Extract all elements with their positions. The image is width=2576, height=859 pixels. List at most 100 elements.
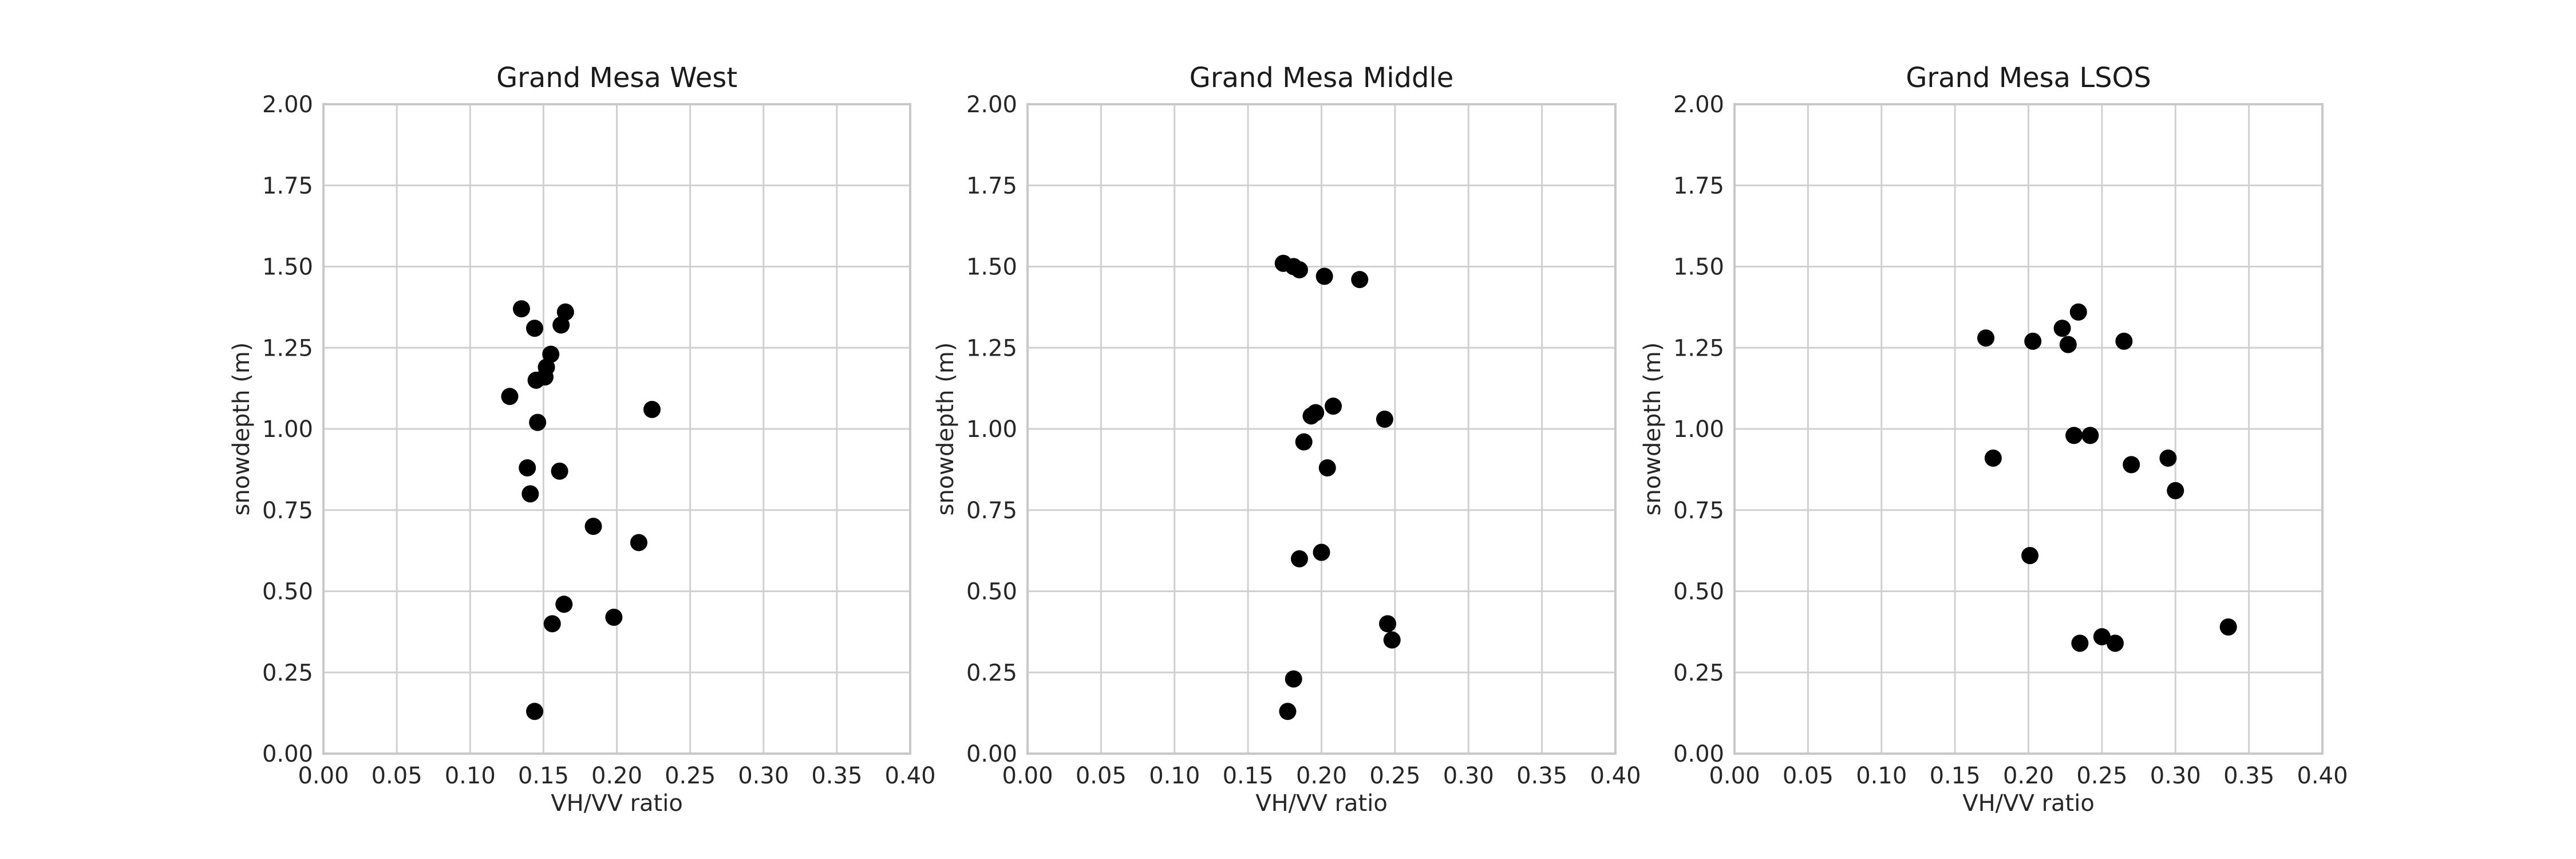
data-point bbox=[552, 316, 570, 334]
y-tick-label: 0.00 bbox=[966, 741, 1017, 767]
y-tick-label: 2.00 bbox=[966, 92, 1017, 118]
chart-panel-2: 0.00 0.05 0.10 0.15 0.20 0.25 0.30 0.35 0.40 0.00… bbox=[933, 62, 1641, 817]
data-point bbox=[2167, 482, 2184, 499]
data-point bbox=[2071, 635, 2089, 652]
y-tick-label: 0.00 bbox=[262, 741, 313, 767]
y-axis-label: snowdepth (m) bbox=[228, 342, 255, 516]
chart-panel-1: 0.00 0.05 0.10 0.15 0.20 0.25 0.30 0.35 0.40 0.00… bbox=[228, 62, 936, 817]
y-tick-label: 0.50 bbox=[966, 579, 1017, 605]
data-point bbox=[2115, 332, 2133, 350]
data-point bbox=[2024, 332, 2042, 350]
y-tick-label: 1.00 bbox=[966, 416, 1017, 443]
y-tick-label: 0.50 bbox=[262, 579, 313, 605]
data-point bbox=[519, 459, 536, 477]
y-axis-label: snowdepth (m) bbox=[933, 342, 959, 516]
x-tick-label: 0.30 bbox=[1443, 763, 1494, 789]
data-point bbox=[2053, 320, 2071, 337]
x-tick-label: 0.25 bbox=[1369, 763, 1420, 789]
y-tick-label: 1.75 bbox=[966, 173, 1017, 199]
x-tick-label: 0.20 bbox=[591, 763, 642, 789]
data-point bbox=[2219, 618, 2237, 636]
data-point bbox=[527, 371, 545, 389]
data-point bbox=[1302, 407, 1320, 425]
data-point bbox=[605, 608, 623, 626]
x-tick-label: 0.10 bbox=[445, 763, 496, 789]
y-axis-label: snowdepth (m) bbox=[1639, 342, 1666, 516]
data-point bbox=[1376, 410, 1393, 428]
x-tick-label: 0.30 bbox=[738, 763, 789, 789]
x-tick-label: 0.35 bbox=[1516, 763, 1567, 789]
x-tick-label: 0.15 bbox=[1223, 763, 1274, 789]
x-tick-label: 0.10 bbox=[1149, 763, 1200, 789]
y-tick-label: 1.50 bbox=[262, 254, 313, 281]
data-point bbox=[1325, 397, 1342, 415]
x-tick-label: 0.20 bbox=[1296, 763, 1347, 789]
x-tick-label: 0.25 bbox=[2076, 763, 2127, 789]
y-tick-label: 0.75 bbox=[1673, 498, 1724, 524]
y-tick-label: 0.75 bbox=[966, 498, 1017, 524]
y-tick-label: 1.00 bbox=[262, 416, 313, 443]
data-point bbox=[1351, 271, 1369, 289]
chart-title: Grand Mesa West bbox=[496, 62, 737, 94]
y-tick-label: 0.00 bbox=[1673, 741, 1724, 767]
data-point bbox=[1379, 615, 1397, 633]
y-tick-label: 0.25 bbox=[262, 660, 313, 686]
y-tick-label: 0.50 bbox=[1673, 579, 1724, 605]
data-point bbox=[1285, 670, 1302, 688]
y-tick-label: 1.75 bbox=[262, 173, 313, 199]
y-tick-label: 1.50 bbox=[966, 254, 1017, 281]
data-point bbox=[2069, 303, 2087, 321]
data-point bbox=[2059, 336, 2077, 353]
data-point bbox=[1313, 543, 1330, 561]
data-point bbox=[630, 534, 647, 551]
data-point bbox=[512, 300, 530, 318]
data-point bbox=[2081, 427, 2099, 444]
y-tick-label: 1.25 bbox=[966, 335, 1017, 361]
data-point bbox=[2123, 456, 2140, 474]
y-tick-label: 1.50 bbox=[1673, 254, 1724, 281]
x-tick-label: 0.00 bbox=[1709, 763, 1760, 789]
data-point bbox=[1279, 703, 1297, 720]
data-point bbox=[1383, 631, 1401, 649]
y-tick-label: 0.25 bbox=[966, 660, 1017, 686]
x-tick-label: 0.30 bbox=[2150, 763, 2201, 789]
plot-frame bbox=[1026, 103, 1617, 755]
x-tick-label: 0.40 bbox=[884, 763, 935, 789]
x-tick-label: 0.35 bbox=[2223, 763, 2274, 789]
data-point bbox=[1295, 433, 1313, 451]
chart-title: Grand Mesa LSOS bbox=[1906, 62, 2151, 94]
data-point bbox=[643, 400, 661, 418]
data-point bbox=[1977, 329, 1995, 347]
x-tick-label: 0.15 bbox=[518, 763, 569, 789]
plot-frame bbox=[1733, 103, 2324, 755]
data-point bbox=[501, 388, 519, 405]
y-tick-label: 2.00 bbox=[262, 92, 313, 118]
x-tick-label: 0.05 bbox=[372, 763, 422, 789]
data-point bbox=[2106, 635, 2124, 652]
data-point bbox=[551, 462, 568, 480]
chart-panel-3: 0.00 0.05 0.10 0.15 0.20 0.25 0.30 0.35 0.40 0.00… bbox=[1639, 62, 2348, 817]
y-tick-label: 1.75 bbox=[1673, 173, 1724, 199]
x-tick-label: 0.00 bbox=[298, 763, 349, 789]
data-point bbox=[2065, 427, 2083, 444]
data-point bbox=[555, 596, 573, 613]
x-tick-label: 0.40 bbox=[2297, 763, 2348, 789]
x-tick-label: 0.05 bbox=[1076, 763, 1127, 789]
y-tick-label: 0.75 bbox=[262, 498, 313, 524]
x-tick-label: 0.25 bbox=[665, 763, 716, 789]
data-point bbox=[2159, 450, 2177, 467]
x-tick-label: 0.40 bbox=[1590, 763, 1641, 789]
y-tick-label: 1.25 bbox=[1673, 335, 1724, 361]
x-tick-label: 0.15 bbox=[1930, 763, 1981, 789]
data-point bbox=[584, 518, 602, 535]
data-point bbox=[521, 485, 539, 503]
x-tick-label: 0.35 bbox=[811, 763, 862, 789]
y-tick-label: 0.25 bbox=[1673, 660, 1724, 686]
data-point bbox=[542, 345, 560, 363]
y-tick-label: 1.25 bbox=[262, 335, 313, 361]
data-point bbox=[1315, 267, 1333, 285]
data-point bbox=[529, 413, 547, 431]
data-point bbox=[556, 303, 574, 321]
x-tick-label: 0.20 bbox=[2003, 763, 2054, 789]
data-point bbox=[2093, 628, 2111, 645]
